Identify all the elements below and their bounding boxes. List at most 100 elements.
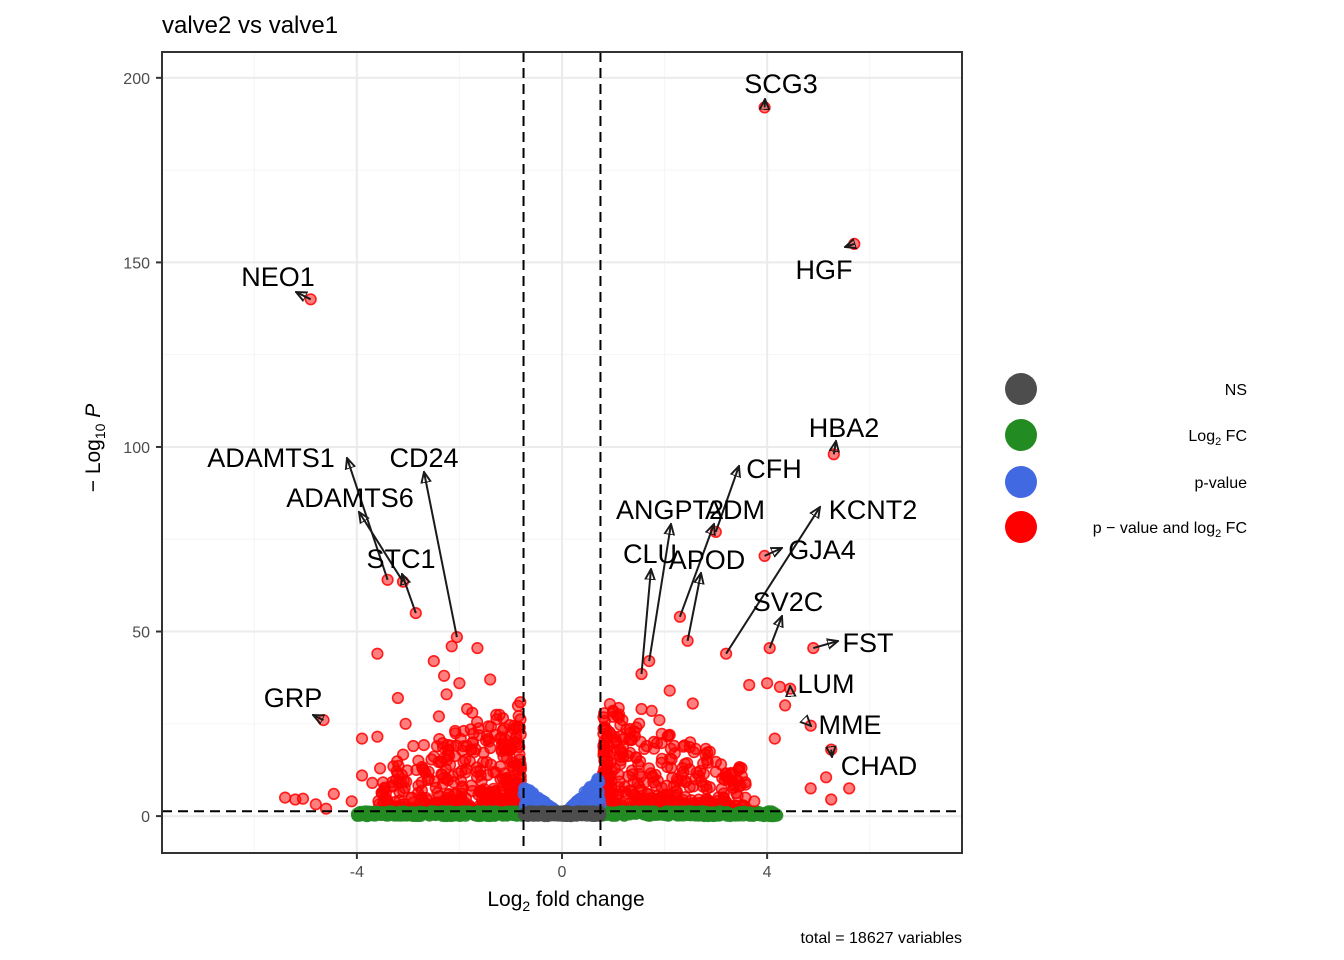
data-point	[709, 765, 722, 778]
data-point	[445, 640, 458, 653]
data-point	[648, 793, 661, 806]
label-arrow	[813, 641, 838, 648]
data-point	[497, 750, 510, 763]
data-point	[645, 704, 658, 718]
data-point	[455, 787, 468, 800]
data-point	[438, 806, 451, 820]
legend-swatch	[1005, 466, 1037, 498]
x-tick-label: 4	[763, 864, 772, 881]
data-point	[601, 767, 614, 781]
data-point	[386, 780, 399, 793]
label-arrow	[764, 548, 782, 556]
data-point	[355, 769, 369, 782]
labeled-point	[381, 573, 394, 586]
data-point	[843, 782, 856, 795]
data-point	[635, 702, 648, 716]
data-point	[663, 728, 676, 742]
data-point	[399, 717, 412, 730]
data-point	[663, 684, 676, 697]
data-point	[480, 755, 493, 769]
y-axis-title: − Log10 P	[82, 404, 108, 493]
data-point	[345, 795, 358, 808]
plot-panel: SCG3 HGF NEO1 HBA2 ADAMTS1 CD24 ADAMTS6 STC1 CFH…	[161, 51, 963, 854]
y-tick-label: 150	[123, 255, 150, 272]
data-point	[701, 746, 714, 759]
data-point	[666, 771, 679, 784]
gene-label: STC1	[366, 544, 435, 574]
label-arrow	[768, 616, 782, 649]
data-point	[320, 802, 333, 815]
gene-label: ADAMTS1	[207, 443, 335, 473]
data-point	[484, 673, 497, 686]
label-arrow	[424, 472, 458, 638]
data-point	[696, 780, 710, 793]
data-point	[689, 773, 702, 786]
legend: NS Log2 FC p-value p − value and log2 FC	[1005, 373, 1247, 543]
data-point	[676, 761, 689, 775]
data-point	[432, 710, 446, 723]
label-arrow	[686, 573, 701, 641]
legend-swatch	[1005, 419, 1037, 451]
data-point	[735, 761, 748, 775]
data-point	[391, 767, 404, 780]
data-point	[668, 747, 681, 760]
data-point	[440, 688, 453, 701]
data-point	[417, 795, 430, 808]
label-arrow	[845, 244, 854, 247]
data-point	[466, 706, 479, 719]
gene-label: NEO1	[241, 262, 315, 292]
data-point	[449, 809, 462, 822]
x-tick-label: -4	[350, 864, 364, 881]
data-point	[778, 699, 792, 712]
data-point	[662, 789, 675, 802]
data-point	[355, 732, 369, 745]
data-point	[653, 713, 666, 727]
data-point	[464, 723, 477, 736]
data-point	[427, 654, 440, 668]
gene-label: HGF	[796, 255, 853, 285]
data-point	[487, 765, 500, 779]
caption: total = 18627 variables	[801, 930, 962, 947]
gene-label: ADM	[705, 495, 765, 525]
gene-label: ANGPT2	[616, 495, 724, 525]
label-arrow	[678, 524, 714, 618]
data-point	[735, 806, 748, 819]
data-point	[649, 768, 662, 782]
gene-label: HBA2	[809, 413, 880, 443]
data-point	[463, 806, 476, 820]
data-point	[684, 736, 697, 749]
label-arrow	[640, 569, 652, 675]
label-arrow	[834, 441, 836, 455]
y-tick-label: 200	[123, 71, 150, 88]
data-point	[366, 776, 379, 790]
data-point	[471, 641, 484, 655]
label-arrow	[714, 466, 739, 533]
data-point	[534, 794, 547, 808]
data-point	[617, 750, 630, 763]
gene-label: GRP	[264, 683, 323, 713]
data-point	[511, 699, 525, 712]
data-point	[825, 793, 838, 806]
data-point	[804, 782, 817, 795]
data-point	[361, 809, 374, 823]
data-point	[442, 743, 455, 756]
data-point	[686, 697, 699, 710]
data-point	[377, 806, 390, 819]
data-point	[626, 793, 639, 807]
data-point	[412, 754, 425, 767]
data-point	[374, 762, 387, 775]
data-point	[309, 798, 322, 811]
gene-label: APOD	[669, 545, 746, 575]
data-point	[489, 809, 502, 822]
data-point	[513, 721, 526, 734]
data-point	[724, 809, 737, 823]
data-point	[371, 730, 384, 743]
gene-label: KCNT2	[829, 495, 918, 525]
gene-label: CD24	[389, 443, 458, 473]
label-arrow	[831, 750, 832, 757]
data-point	[391, 691, 405, 705]
data-point	[400, 775, 413, 788]
label-arrow	[359, 512, 404, 583]
data-point	[279, 791, 292, 804]
data-point	[422, 765, 435, 778]
